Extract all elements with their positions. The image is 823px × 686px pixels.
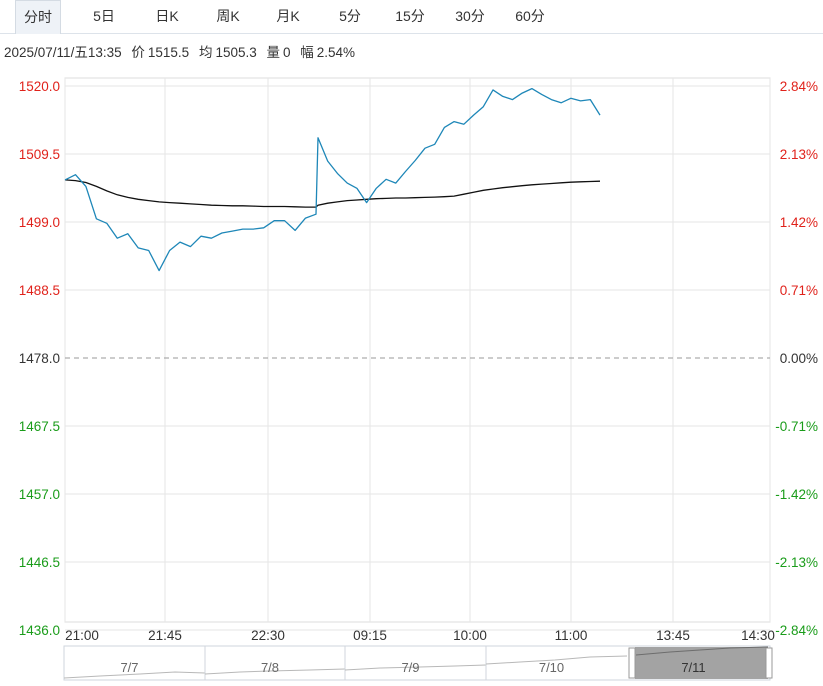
- x-tick-label: 10:00: [453, 628, 487, 643]
- volume-value: 0: [283, 45, 291, 60]
- tab-5-min[interactable]: 5分: [339, 8, 361, 24]
- timeline-sparkline: [344, 664, 487, 671]
- x-tick-label: 11:00: [555, 628, 588, 643]
- timeline-selected-window[interactable]: [635, 647, 768, 679]
- y-tick-label-right: 1.42%: [780, 215, 818, 230]
- amplitude-value: 2.54%: [316, 45, 356, 60]
- y-tick-label-left: 1446.5: [19, 555, 60, 570]
- quote-datetime: 2025/07/11/五13:35: [4, 45, 122, 60]
- y-tick-label-left: 1509.5: [19, 147, 60, 162]
- tab-60-min[interactable]: 60分: [515, 8, 545, 24]
- x-tick-label: 21:45: [148, 628, 182, 643]
- tab-daily-k[interactable]: 日K: [155, 8, 179, 24]
- average-price-line: [64, 179, 601, 208]
- y-tick-label-left: 1499.0: [19, 215, 60, 230]
- price-line: [64, 87, 601, 272]
- timeline-handle-left[interactable]: [628, 647, 636, 679]
- x-tick-label: 14:30: [741, 628, 775, 643]
- y-tick-label-right: 2.84%: [780, 79, 818, 94]
- x-tick-label: 13:45: [656, 628, 690, 643]
- y-tick-label-right: 0.71%: [780, 283, 818, 298]
- y-tick-label-right: -0.71%: [775, 419, 818, 434]
- tab-30-min[interactable]: 30分: [455, 8, 485, 24]
- amplitude-label: 幅: [300, 45, 314, 60]
- timeline-day-label: 7/8: [261, 660, 279, 675]
- price-value: 1515.5: [147, 45, 190, 60]
- timeline-sparkline: [63, 671, 206, 679]
- tab-monthly-k[interactable]: 月K: [276, 8, 300, 24]
- y-tick-label-left: 1457.0: [19, 487, 60, 502]
- timeline-sparkline: [485, 655, 628, 665]
- y-tick-label-right: -1.42%: [775, 487, 818, 502]
- timeline-sparkline: [635, 646, 769, 656]
- x-tick-label: 09:15: [353, 628, 387, 643]
- timeline-handle-right[interactable]: [765, 647, 773, 679]
- timeline-day-label: 7/10: [539, 660, 564, 675]
- timeline-sparkline: [204, 668, 346, 675]
- y-tick-label-right: 2.13%: [780, 147, 818, 162]
- y-tick-label-left: 1478.0: [19, 351, 60, 366]
- x-tick-label: 22:30: [251, 628, 285, 643]
- x-tick-label: 21:00: [65, 628, 99, 643]
- timeline-day-label: 7/11: [681, 660, 705, 675]
- price-label: 价: [131, 45, 145, 60]
- tab-intraday[interactable]: 分时: [15, 0, 61, 34]
- avg-value: 1505.3: [215, 45, 257, 60]
- tab-15-min[interactable]: 15分: [395, 8, 425, 24]
- y-tick-label-left: 1467.5: [19, 419, 60, 434]
- timeline-day-label: 7/9: [401, 660, 419, 675]
- timeline-day-label: 7/7: [120, 660, 138, 675]
- tab-weekly-k[interactable]: 周K: [216, 8, 240, 24]
- tab-5-day[interactable]: 5日: [93, 8, 115, 24]
- y-tick-label-left: 1488.5: [19, 283, 60, 298]
- y-tick-label-left: 1520.0: [19, 79, 60, 94]
- y-tick-label-right: -2.84%: [775, 623, 818, 638]
- avg-label: 均: [198, 45, 213, 60]
- y-tick-label-right: 0.00%: [780, 351, 818, 366]
- y-tick-label-left: 1436.0: [19, 623, 60, 638]
- plot-frame: [64, 77, 771, 623]
- volume-label: 量: [266, 45, 281, 60]
- y-tick-label-right: -2.13%: [775, 555, 818, 570]
- period-tab-bar: 分时 5日 日K 周K 月K 5分 15分 30分 60分: [0, 0, 823, 34]
